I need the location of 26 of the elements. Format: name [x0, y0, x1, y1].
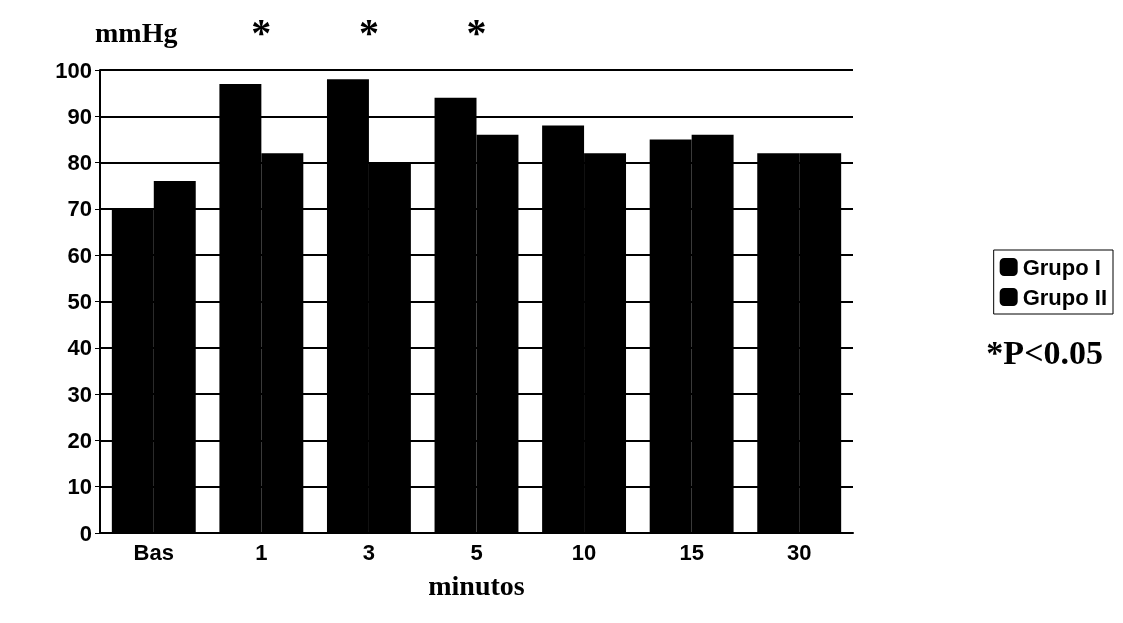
y-tick-label: 80	[67, 150, 92, 176]
y-tick-label: 10	[67, 474, 92, 500]
y-tick-label: 30	[67, 381, 92, 407]
x-tick-label: 1	[255, 539, 268, 565]
y-tick-label: 90	[67, 103, 92, 129]
x-tick-label: 10	[571, 539, 597, 565]
x-axis-title: minutos	[428, 569, 525, 601]
x-tick-label: Bas	[133, 539, 174, 565]
y-tick-label: 60	[67, 242, 92, 268]
x-tick-label: 3	[362, 539, 376, 565]
text: *	[466, 9, 487, 55]
y-axis-title: mmHg	[95, 16, 178, 48]
y-tick-label: 70	[67, 196, 92, 222]
legend-label: Grupo I	[1022, 254, 1101, 280]
y-tick-label: 0	[79, 520, 92, 546]
text: *	[251, 9, 272, 55]
y-tick-label: 40	[67, 335, 92, 361]
x-tick-label: 5	[470, 539, 483, 565]
x-tick-label: 15	[679, 539, 704, 565]
y-tick-label: 100	[55, 57, 92, 83]
y-tick-label: 50	[67, 289, 92, 314]
x-tick-label: 30	[786, 539, 812, 565]
text: *P<0.05	[986, 333, 1104, 371]
y-tick-label: 20	[67, 427, 92, 453]
text: *	[358, 9, 379, 55]
legend-label: Grupo II	[1022, 284, 1107, 310]
